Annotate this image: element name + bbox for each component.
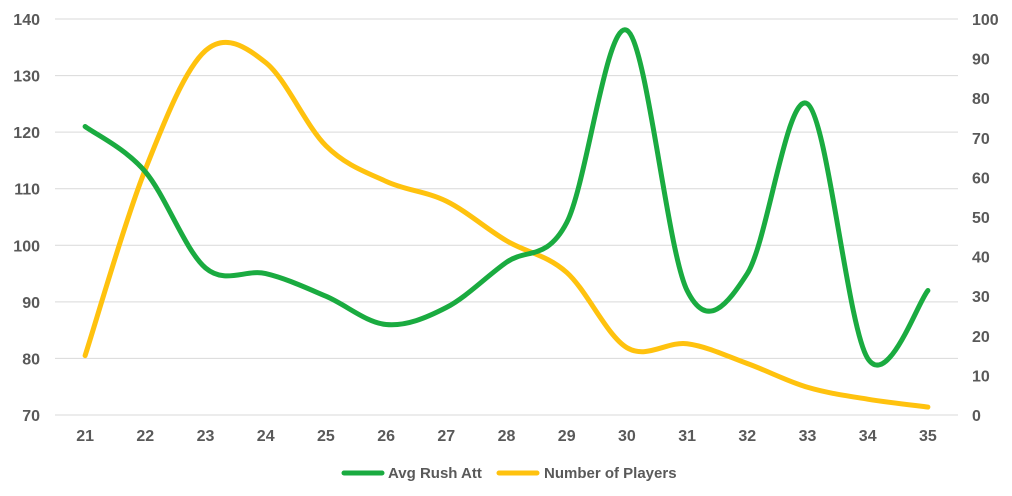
right-y-tick-label: 0 (972, 408, 981, 425)
right-y-tick-label: 10 (972, 368, 990, 385)
x-tick-label: 21 (76, 428, 94, 445)
right-y-tick-label: 90 (972, 52, 990, 69)
x-axis: 21 22 23 24 25 26 27 28 29 30 31 32 33 34 35 (76, 428, 937, 445)
x-tick-label: 35 (919, 428, 937, 445)
x-tick-label: 25 (317, 428, 335, 445)
right-y-axis: 0 10 20 30 40 50 60 70 80 90 100 (972, 12, 999, 425)
right-y-tick-label: 30 (972, 289, 990, 306)
left-y-tick-label: 140 (13, 12, 40, 29)
legend: Avg Rush Att Number of Players (341, 465, 677, 482)
x-tick-label: 29 (558, 428, 576, 445)
series-lines (82, 27, 931, 410)
right-y-tick-label: 50 (972, 210, 990, 227)
left-y-tick-label: 70 (22, 408, 40, 425)
x-tick-label: 24 (257, 428, 275, 445)
x-tick-label: 34 (859, 428, 877, 445)
right-y-tick-label: 60 (972, 170, 990, 187)
left-y-tick-label: 90 (22, 295, 40, 312)
left-y-axis: 70 80 90 100 110 120 130 140 (13, 12, 40, 425)
x-tick-label: 31 (678, 428, 696, 445)
right-y-tick-label: 70 (972, 131, 990, 148)
right-y-tick-label: 80 (972, 91, 990, 108)
right-y-tick-label: 20 (972, 329, 990, 346)
x-tick-label: 27 (437, 428, 455, 445)
left-y-tick-label: 130 (13, 69, 40, 86)
left-y-tick-label: 110 (14, 182, 40, 199)
x-tick-label: 23 (197, 428, 215, 445)
x-tick-label: 28 (498, 428, 516, 445)
x-tick-label: 30 (618, 428, 636, 445)
left-y-tick-label: 100 (13, 238, 40, 255)
x-tick-label: 33 (799, 428, 817, 445)
right-y-tick-label: 100 (972, 12, 999, 29)
x-tick-label: 22 (136, 428, 154, 445)
left-y-tick-label: 120 (13, 125, 40, 142)
x-tick-label: 26 (377, 428, 395, 445)
series-line-number-of-players (82, 39, 931, 410)
left-y-tick-label: 80 (22, 351, 40, 368)
legend-label: Avg Rush Att (388, 465, 482, 482)
series-line-avg-rush-att (82, 27, 931, 368)
x-tick-label: 32 (738, 428, 756, 445)
gridlines (55, 18, 958, 416)
legend-label: Number of Players (544, 465, 677, 482)
right-y-tick-label: 40 (972, 250, 990, 267)
